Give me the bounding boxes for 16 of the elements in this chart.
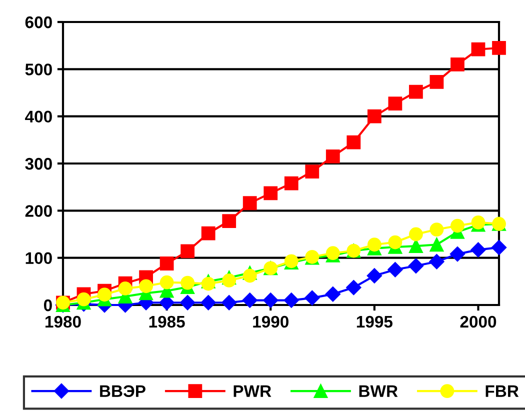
y-tick-label: 500 [25, 64, 52, 76]
legend-label: BWR [359, 385, 398, 397]
y-tick-label: 0 [44, 299, 52, 312]
x-tick-label: 1980 [46, 316, 81, 328]
x-tick-label: 1985 [149, 316, 185, 328]
y-tick-label: 100 [26, 252, 52, 264]
legend-label: FBR [486, 385, 519, 397]
y-tick-label: 600 [25, 16, 52, 28]
x-tick-label: 1995 [356, 316, 393, 328]
legend-label: PWR [234, 385, 272, 397]
x-tick-label: 1990 [253, 316, 288, 328]
x-tick-label: 2000 [460, 316, 496, 328]
y-tick-label: 400 [25, 110, 52, 123]
y-tick-label: 200 [25, 205, 52, 217]
legend-label: ВВЭР [100, 385, 146, 398]
y-tick-label: 300 [25, 158, 52, 170]
